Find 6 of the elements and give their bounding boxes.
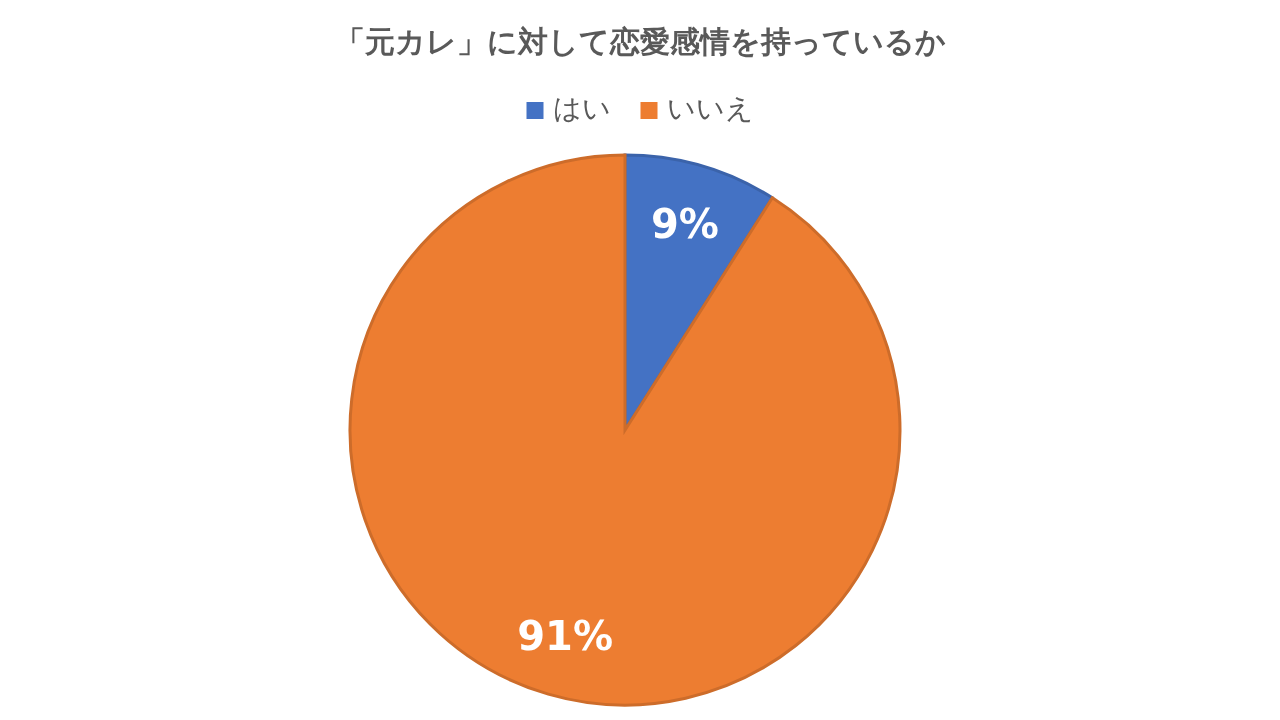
chart-title: 「元カレ」に対して恋愛感情を持っているか <box>334 24 946 59</box>
legend-label: はい <box>552 92 611 125</box>
pie-slice <box>348 153 902 707</box>
data-label: 9% <box>650 201 719 248</box>
data-label: 91% <box>517 612 614 659</box>
legend-label: いいえ <box>666 92 754 125</box>
